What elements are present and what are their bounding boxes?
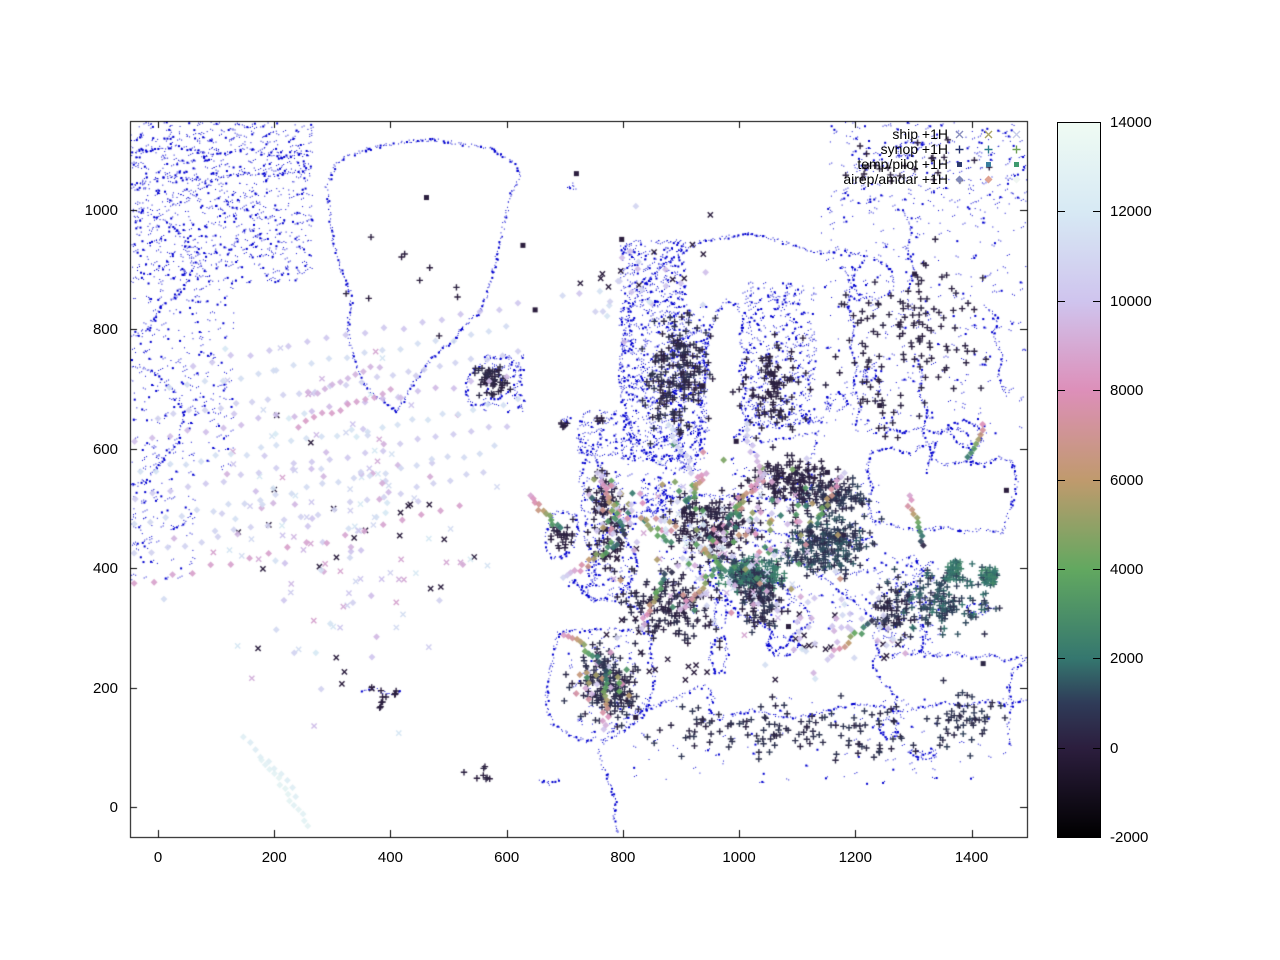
colorbar-tick: [1093, 569, 1100, 570]
y-tick-label: 800: [92, 321, 118, 338]
colorbar-tick-label: 14000: [1110, 114, 1152, 131]
legend-marker-x-icon: [954, 129, 965, 140]
legend-label: airep/amdar +1H: [843, 171, 948, 187]
colorbar-tick: [1058, 658, 1065, 659]
y-tick-label: 1000: [84, 201, 118, 219]
colorbar-tick-label: 12000: [1110, 203, 1152, 221]
colorbar-tick-label: 6000: [1110, 471, 1144, 489]
legend-marker-plus-icon: [954, 144, 965, 155]
colorbar-tick: [1058, 301, 1065, 302]
colorbar-tick-label: 2000: [1110, 650, 1144, 668]
colorbar-tick: [1093, 301, 1100, 302]
legend-marker-square-icon: [1011, 159, 1022, 170]
legend-marker-x-icon: [1011, 129, 1022, 140]
legend-row: synop +1H: [640, 142, 1022, 157]
colorbar-tick: [1058, 211, 1065, 212]
colorbar-tick: [1093, 748, 1100, 749]
y-tick-label: 200: [92, 679, 118, 697]
x-tick-label: 800: [610, 849, 636, 866]
x-tick-label: 0: [153, 849, 163, 866]
legend-marker-square-icon: [954, 159, 965, 170]
colorbar-tick: [1093, 390, 1100, 391]
legend-marker-diamond-icon: [1011, 174, 1022, 185]
legend-label: synop +1H: [880, 141, 948, 157]
y-tick-label: 600: [92, 440, 118, 458]
x-tick-label: 1400: [954, 849, 989, 866]
colorbar-tick: [1093, 480, 1100, 481]
colorbar-tick-label: 8000: [1110, 382, 1144, 400]
legend-row: temp/pilot +1H: [640, 157, 1022, 172]
x-tick-label: 1200: [838, 849, 872, 866]
legend-marker-plus-icon: [1011, 144, 1022, 155]
colorbar-tick: [1093, 211, 1100, 212]
colorbar-tick: [1058, 569, 1065, 570]
legend-samples: [954, 144, 1022, 155]
legend-marker-diamond-icon: [983, 174, 994, 185]
x-tick-label: 200: [261, 849, 287, 866]
legend-samples: [954, 174, 1022, 185]
legend-marker-diamond-icon: [954, 174, 965, 185]
colorbar-tick-label: -2000: [1110, 829, 1149, 846]
colorbar-tick: [1058, 390, 1065, 391]
colorbar-tick: [1093, 658, 1100, 659]
y-tick-label: 0: [109, 799, 118, 816]
colorbar-tick: [1058, 480, 1065, 481]
colorbar-tick: [1058, 748, 1065, 749]
y-tick-label: 400: [92, 560, 118, 577]
colorbar-tick-label: 10000: [1110, 292, 1152, 310]
x-tick-label: 1000: [722, 849, 756, 866]
legend-samples: [954, 129, 1022, 140]
colorbar-tick-label: 4000: [1110, 560, 1144, 578]
colorbar-tick: [1093, 837, 1100, 838]
legend-row: airep/amdar +1H: [640, 172, 1022, 187]
legend-marker-plus-icon: [983, 144, 994, 155]
x-tick-label: 600: [494, 849, 520, 866]
colorbar-tick: [1093, 122, 1100, 123]
legend-row: ship +1H: [640, 127, 1022, 142]
legend-samples: [954, 159, 1022, 170]
legend: ship +1H synop +1H temp/pilot +1H airep/amd…: [640, 127, 1022, 187]
legend-label: ship +1H: [892, 126, 948, 142]
legend-label: temp/pilot +1H: [857, 156, 948, 172]
legend-marker-square-icon: [983, 159, 994, 170]
x-tick-label: 400: [377, 849, 403, 866]
colorbar-tick-label: 0: [1110, 739, 1119, 757]
legend-marker-x-icon: [983, 129, 994, 140]
colorbar-tick: [1058, 122, 1065, 123]
colorbar-tick: [1058, 837, 1065, 838]
